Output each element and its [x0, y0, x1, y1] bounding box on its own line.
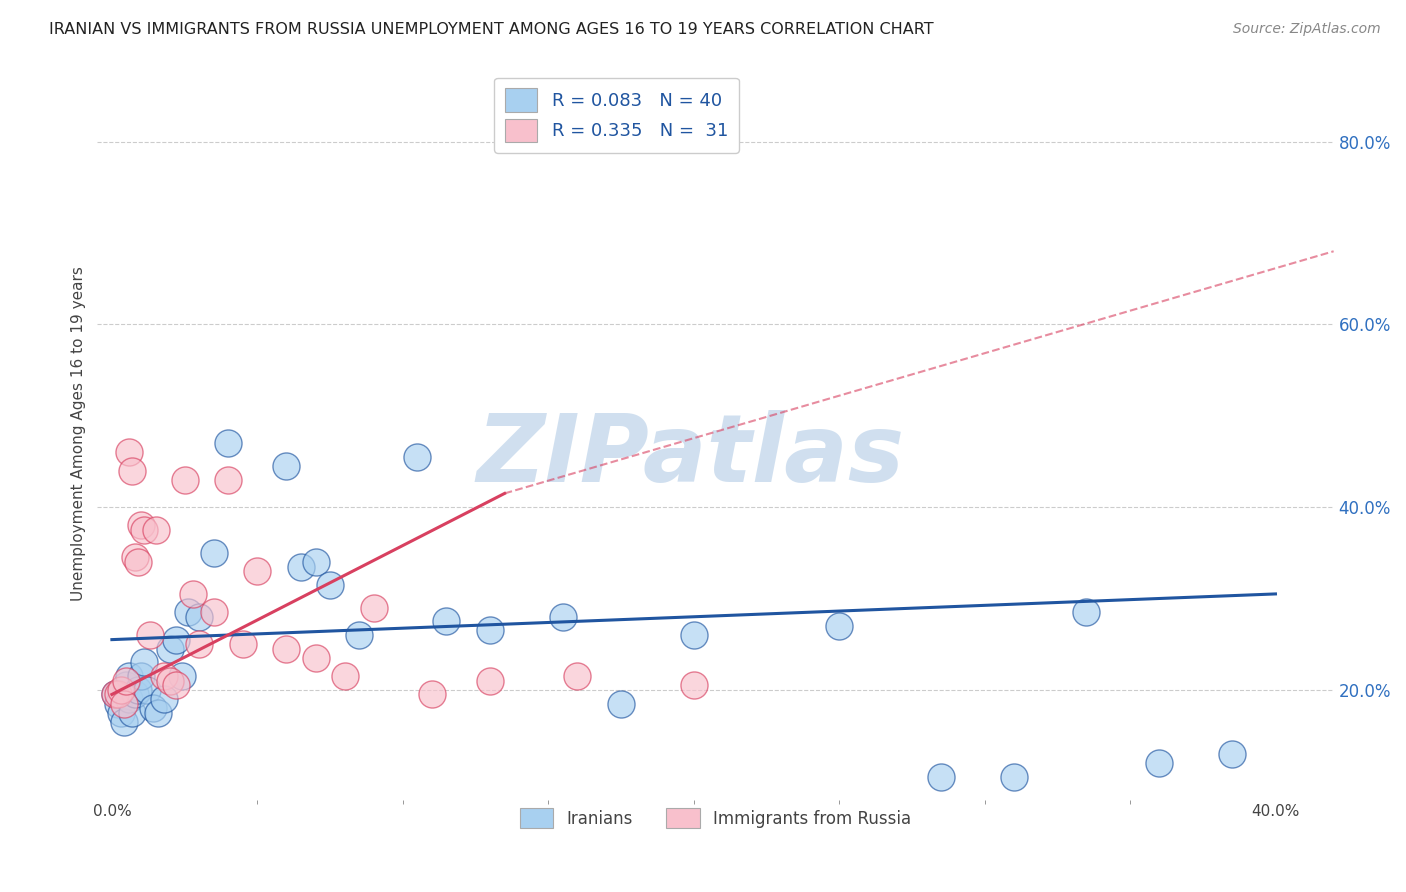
Point	[1220, 747, 1243, 761]
Point	[129, 669, 152, 683]
Point	[347, 628, 370, 642]
Point	[165, 678, 187, 692]
Point	[118, 692, 141, 706]
Point	[290, 559, 312, 574]
Point	[118, 669, 141, 683]
Text: Source: ZipAtlas.com: Source: ZipAtlas.com	[1233, 22, 1381, 37]
Point	[319, 578, 342, 592]
Point	[110, 682, 132, 697]
Point	[124, 550, 146, 565]
Point	[276, 458, 298, 473]
Point	[153, 669, 176, 683]
Point	[479, 673, 502, 688]
Point	[232, 637, 254, 651]
Point	[142, 701, 165, 715]
Point	[188, 637, 211, 651]
Point	[107, 697, 129, 711]
Point	[170, 669, 193, 683]
Text: ZIPatlas: ZIPatlas	[477, 410, 905, 502]
Point	[1147, 756, 1170, 770]
Point	[202, 605, 225, 619]
Point	[124, 688, 146, 702]
Point	[121, 464, 143, 478]
Point	[682, 678, 704, 692]
Point	[159, 673, 181, 688]
Point	[479, 624, 502, 638]
Point	[110, 706, 132, 720]
Point	[153, 692, 176, 706]
Point	[132, 523, 155, 537]
Point	[202, 546, 225, 560]
Legend: Iranians, Immigrants from Russia: Iranians, Immigrants from Russia	[513, 801, 918, 835]
Point	[217, 473, 239, 487]
Point	[1076, 605, 1098, 619]
Text: IRANIAN VS IMMIGRANTS FROM RUSSIA UNEMPLOYMENT AMONG AGES 16 TO 19 YEARS CORRELA: IRANIAN VS IMMIGRANTS FROM RUSSIA UNEMPL…	[49, 22, 934, 37]
Point	[188, 609, 211, 624]
Point	[551, 609, 574, 624]
Point	[104, 688, 127, 702]
Point	[1002, 770, 1025, 784]
Point	[333, 669, 356, 683]
Point	[173, 473, 195, 487]
Y-axis label: Unemployment Among Ages 16 to 19 years: Unemployment Among Ages 16 to 19 years	[72, 267, 86, 601]
Point	[176, 605, 198, 619]
Point	[363, 600, 385, 615]
Point	[682, 628, 704, 642]
Point	[929, 770, 952, 784]
Point	[828, 619, 851, 633]
Point	[304, 555, 326, 569]
Point	[304, 651, 326, 665]
Point	[183, 587, 205, 601]
Point	[159, 641, 181, 656]
Point	[148, 706, 170, 720]
Point	[145, 523, 167, 537]
Point	[132, 656, 155, 670]
Point	[135, 682, 157, 697]
Point	[406, 450, 429, 464]
Point	[127, 555, 149, 569]
Point	[420, 688, 443, 702]
Point	[246, 564, 269, 578]
Point	[112, 697, 135, 711]
Point	[118, 445, 141, 459]
Point	[104, 688, 127, 702]
Point	[567, 669, 589, 683]
Point	[115, 678, 138, 692]
Point	[165, 632, 187, 647]
Point	[276, 641, 298, 656]
Point	[115, 673, 138, 688]
Point	[121, 706, 143, 720]
Point	[610, 697, 633, 711]
Point	[107, 688, 129, 702]
Point	[138, 628, 160, 642]
Point	[112, 714, 135, 729]
Point	[217, 436, 239, 450]
Point	[436, 615, 458, 629]
Point	[129, 518, 152, 533]
Point	[127, 682, 149, 697]
